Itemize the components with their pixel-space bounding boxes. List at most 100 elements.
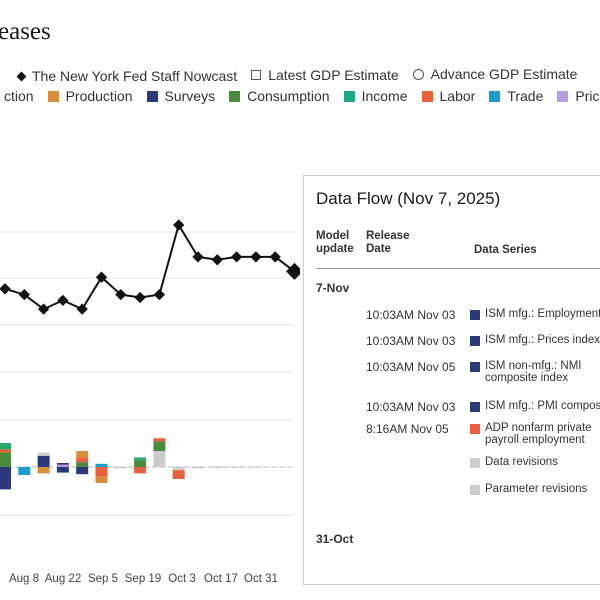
nowcast-chart: Aug 8 Aug 22 Sep 5 Sep 19 Oct 3 Oct 17 Oct 31 <box>0 219 300 585</box>
color-swatch-icon <box>146 90 158 102</box>
series-swatch <box>470 336 480 346</box>
legend-label: Labor <box>439 88 476 104</box>
impact-bar-segment <box>0 452 11 467</box>
impact-bar-segment <box>37 455 50 467</box>
legend-item-category[interactable]: Surveys <box>146 88 216 104</box>
impact-bar-segment <box>134 460 147 467</box>
impact-bar-segment <box>134 457 147 461</box>
nowcast-point <box>173 219 185 231</box>
impact-bar-segment <box>18 467 31 475</box>
legend-label: Advance GDP Estimate <box>430 66 578 82</box>
color-swatch-icon <box>421 90 433 102</box>
header-divider <box>316 268 600 269</box>
nowcast-point <box>211 254 223 266</box>
series-name: ISM mfg.: PMI composite <box>485 400 600 412</box>
header-model-update: Model update <box>316 230 354 255</box>
impact-bar-segment <box>153 441 166 451</box>
nowcast-line <box>4 222 296 311</box>
color-swatch-icon <box>343 90 355 102</box>
data-flow-title: Data Flow (Nov 7, 2025) <box>316 189 501 208</box>
release-time: 10:03AM Nov 03 <box>366 308 456 322</box>
impact-bar-segment <box>172 467 185 471</box>
legend-top: The New York Fed Staff Nowcast Latest GDP… <box>16 66 591 84</box>
series-swatch <box>470 485 480 495</box>
x-tick-label: Aug 22 <box>45 573 81 585</box>
impact-bar-segment <box>76 451 89 458</box>
impact-bar-segment <box>114 467 127 469</box>
impact-bar-segment <box>95 467 108 477</box>
circle-icon <box>412 68 424 80</box>
impact-bar-segment <box>76 457 89 463</box>
series-name: ISM mfg.: Employment <box>485 308 600 320</box>
nowcast-point <box>134 291 146 304</box>
x-tick-label: Oct 17 <box>204 573 238 585</box>
legend-item-square[interactable]: Latest GDP Estimate <box>251 66 399 83</box>
impact-bar-segment <box>153 451 166 467</box>
nowcast-point <box>153 288 166 301</box>
x-tick-label: Aug 8 <box>9 573 39 585</box>
nowcast-point <box>269 251 281 263</box>
legend-item-category[interactable]: Prices <box>557 88 600 104</box>
series-swatch <box>470 402 480 412</box>
legend-label: ction <box>4 88 34 104</box>
legend-item-category[interactable]: ction <box>0 88 34 104</box>
legend-item-diamond[interactable]: The New York Fed Staff Nowcast <box>16 68 238 84</box>
legend-categories: ction Production Surveys Consumption Income L… <box>0 88 600 105</box>
legend-label: Prices <box>575 88 600 104</box>
nowcast-point <box>37 303 50 315</box>
legend-item-category[interactable]: Consumption <box>229 88 330 104</box>
nowcast-point <box>57 294 69 307</box>
series-name: Parameter revisions <box>485 483 588 495</box>
impact-bar-segment <box>95 463 108 467</box>
impact-bar-segment <box>56 467 69 473</box>
legend-label: Trade <box>507 88 544 104</box>
impact-bar-segment <box>0 449 11 453</box>
release-time: 10:03AM Nov 05 <box>366 360 456 374</box>
series-swatch <box>470 310 480 320</box>
impact-bar-segment <box>134 467 147 474</box>
impact-bar-segment <box>76 462 89 467</box>
impact-bar-segment <box>37 467 50 474</box>
page-title: eases <box>0 18 51 45</box>
x-tick-label: Sep 5 <box>88 573 118 585</box>
header-release-date: Release Date <box>366 230 410 255</box>
release-time: 8:16AM Nov 05 <box>366 422 449 436</box>
series-swatch <box>470 424 480 434</box>
legend-item-category[interactable]: Production <box>47 88 133 104</box>
impact-bar-segment <box>56 464 69 467</box>
x-tick-label: Oct 3 <box>168 573 195 585</box>
impact-bar-segment <box>0 467 11 490</box>
legend-label: The New York Fed Staff Nowcast <box>32 68 238 84</box>
legend-label: Latest GDP Estimate <box>268 66 399 83</box>
x-tick-label: Oct 31 <box>244 573 278 585</box>
legend-item-category[interactable]: Labor <box>421 88 476 104</box>
color-swatch-icon <box>557 90 569 102</box>
header-data-series: Data Series <box>474 244 537 256</box>
color-swatch-icon <box>229 90 241 102</box>
release-time: 10:03AM Nov 03 <box>366 334 456 348</box>
impact-bar-segment <box>211 467 224 468</box>
impact-bar-segment <box>95 476 108 483</box>
impact-bar-segment <box>249 467 262 468</box>
legend-item-circle[interactable]: Advance GDP Estimate <box>412 66 578 82</box>
series-swatch <box>470 362 480 372</box>
nowcast-point <box>250 251 262 263</box>
series-name: ADP nonfarm private payroll employment <box>485 422 592 446</box>
square-icon <box>251 69 262 80</box>
x-tick-label: Sep 19 <box>125 573 161 585</box>
color-swatch-icon <box>489 90 501 102</box>
nowcast-point <box>230 251 243 263</box>
impact-bar-segment <box>37 452 50 456</box>
legend-item-category[interactable]: Income <box>343 88 408 104</box>
legend-item-category[interactable]: Trade <box>489 88 543 104</box>
legend-label: Production <box>65 88 133 104</box>
color-swatch-icon <box>47 90 59 102</box>
legend-label: Consumption <box>247 88 330 104</box>
impact-bar-segment <box>56 463 69 465</box>
series-name: ISM mfg.: Prices index <box>485 334 600 346</box>
impact-bar-segment <box>0 443 11 450</box>
impact-bar-segment <box>230 467 243 468</box>
impact-bar-segment <box>172 470 185 479</box>
release-time: 10:03AM Nov 03 <box>366 400 456 414</box>
legend-label: Surveys <box>164 88 216 104</box>
